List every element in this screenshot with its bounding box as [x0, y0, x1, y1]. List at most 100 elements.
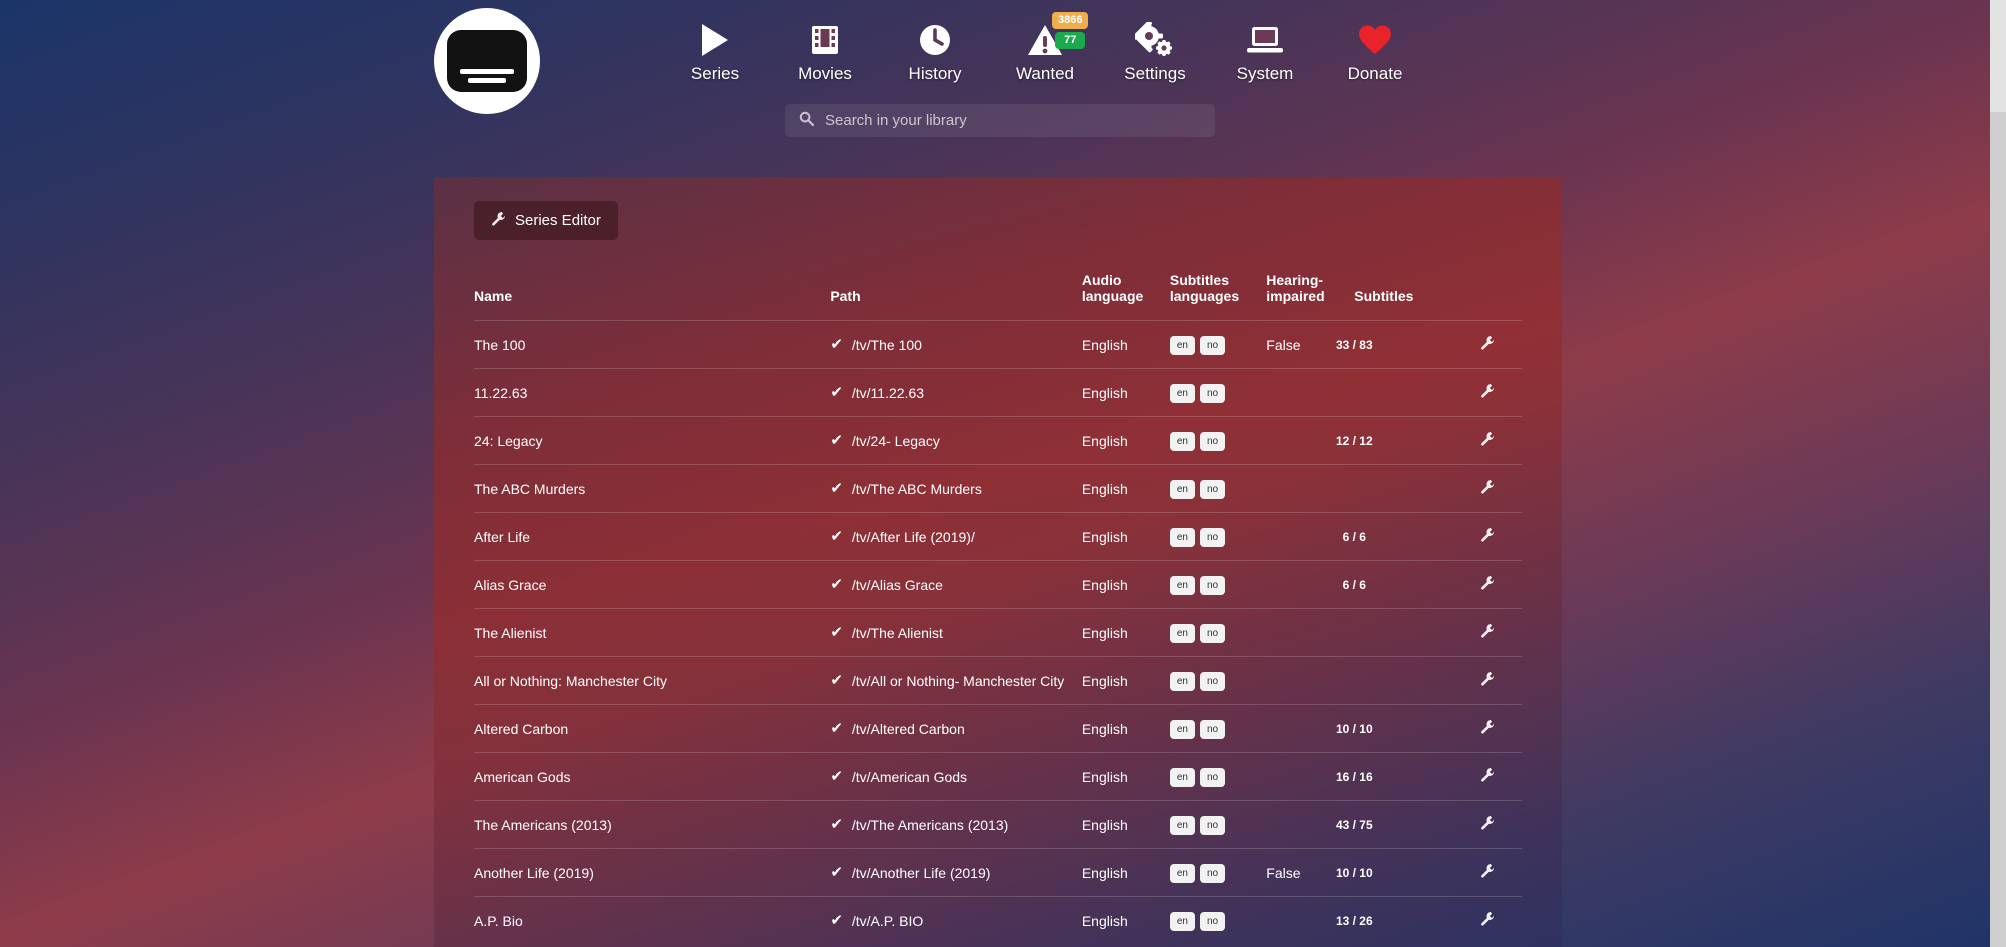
subtitle-language-tag[interactable]: no — [1199, 672, 1226, 691]
wrench-icon — [491, 211, 506, 230]
table-row[interactable]: After Life ✔ /tv/After Life (2019)/ Engl… — [474, 512, 1522, 561]
clock-icon — [880, 16, 990, 64]
subtitle-language-tag[interactable]: no — [1199, 528, 1226, 547]
table-row[interactable]: 11.22.63 ✔ /tv/11.22.63 English en no — [474, 368, 1522, 417]
nav-item-series[interactable]: Series — [660, 16, 770, 84]
table-row[interactable]: 24: Legacy ✔ /tv/24- Legacy English en no… — [474, 416, 1522, 465]
cell-series-name[interactable]: The ABC Murders — [474, 464, 831, 513]
subtitle-language-tag[interactable]: en — [1169, 384, 1195, 403]
wrench-icon[interactable] — [1480, 911, 1495, 930]
wrench-icon[interactable] — [1480, 815, 1495, 834]
subtitle-language-tag[interactable]: no — [1199, 480, 1226, 499]
subtitle-language-tag[interactable]: no — [1199, 624, 1226, 643]
cell-series-name[interactable]: The Alienist — [474, 608, 831, 657]
search-input[interactable] — [825, 112, 1201, 129]
table-row[interactable]: The Americans (2013) ✔ /tv/The Americans… — [474, 800, 1522, 849]
nav-item-donate[interactable]: Donate — [1320, 16, 1430, 84]
table-row[interactable]: All or Nothing: Manchester City ✔ /tv/Al… — [474, 656, 1522, 705]
subtitle-language-tag[interactable]: no — [1199, 720, 1226, 739]
wrench-icon[interactable] — [1480, 767, 1495, 786]
cell-series-name[interactable]: The Americans (2013) — [474, 800, 831, 849]
top-navigation-bar: Series Movies — [0, 0, 2006, 150]
page-scrollbar-track[interactable] — [1990, 0, 2006, 947]
wrench-icon[interactable] — [1480, 671, 1495, 690]
cell-series-name[interactable]: Altered Carbon — [474, 704, 831, 753]
wrench-icon[interactable] — [1480, 335, 1495, 354]
subtitle-language-tag[interactable]: no — [1199, 336, 1226, 355]
cell-subtitles-languages: en no — [1169, 512, 1267, 561]
cell-series-name[interactable]: The 100 — [474, 320, 831, 369]
subtitle-language-tag[interactable]: en — [1169, 912, 1195, 931]
nav-item-history[interactable]: History — [880, 16, 990, 84]
subtitle-language-tag[interactable]: en — [1169, 336, 1195, 355]
warning-icon — [990, 16, 1100, 64]
subtitle-language-tag[interactable]: en — [1169, 480, 1195, 499]
wrench-icon[interactable] — [1480, 575, 1495, 594]
cell-series-name[interactable]: Alias Grace — [474, 560, 831, 609]
subtitle-language-tag[interactable]: en — [1169, 720, 1195, 739]
check-icon: ✔ — [830, 431, 843, 449]
gears-icon — [1100, 16, 1210, 64]
nav-item-movies[interactable]: Movies — [770, 16, 880, 84]
cell-series-name[interactable]: Another Life (2019) — [474, 848, 831, 897]
cell-series-path: ✔ /tv/24- Legacy — [830, 416, 1082, 465]
subtitle-language-tag[interactable]: no — [1199, 432, 1226, 451]
subtitle-language-tag[interactable]: no — [1199, 576, 1226, 595]
subtitle-language-tag[interactable]: no — [1199, 912, 1226, 931]
cell-series-name[interactable]: All or Nothing: Manchester City — [474, 656, 831, 705]
nav-item-settings[interactable]: Settings — [1100, 16, 1210, 84]
check-icon: ✔ — [830, 767, 843, 785]
subtitle-language-tag[interactable]: no — [1199, 864, 1226, 883]
subtitle-language-tag[interactable]: en — [1169, 864, 1195, 883]
cell-audio-language: English — [1081, 704, 1170, 753]
table-row[interactable]: Alias Grace ✔ /tv/Alias Grace English en… — [474, 560, 1522, 609]
search-bar[interactable] — [785, 104, 1215, 137]
subtitle-language-tag[interactable]: no — [1199, 768, 1226, 787]
subtitle-language-tag[interactable]: no — [1199, 384, 1226, 403]
table-row[interactable]: American Gods ✔ /tv/American Gods Englis… — [474, 752, 1522, 801]
cell-row-actions — [1480, 416, 1522, 465]
path-text: /tv/Altered Carbon — [851, 720, 965, 737]
subtitle-language-tag[interactable]: en — [1169, 816, 1195, 835]
subtitle-language-tag[interactable]: en — [1169, 672, 1195, 691]
col-header-name[interactable]: Name — [474, 288, 513, 304]
table-row[interactable]: Another Life (2019) ✔ /tv/Another Life (… — [474, 848, 1522, 897]
nav-item-system[interactable]: System — [1210, 16, 1320, 84]
wrench-icon[interactable] — [1480, 431, 1495, 450]
wrench-icon[interactable] — [1480, 479, 1495, 498]
wrench-icon[interactable] — [1480, 623, 1495, 642]
col-header-hearing-impaired[interactable]: Hearing-impaired — [1266, 272, 1325, 304]
series-table: Name Path Audio language Subtitles langu… — [474, 272, 1522, 944]
table-row[interactable]: The 100 ✔ /tv/The 100 English en no False… — [474, 320, 1522, 369]
subtitle-language-tag[interactable]: en — [1169, 624, 1195, 643]
table-row[interactable]: Altered Carbon ✔ /tv/Altered Carbon Engl… — [474, 704, 1522, 753]
series-editor-button[interactable]: Series Editor — [474, 201, 618, 240]
col-header-path[interactable]: Path — [830, 288, 861, 304]
cell-subtitles-progress — [1354, 368, 1481, 417]
table-row[interactable]: The Alienist ✔ /tv/The Alienist English … — [474, 608, 1522, 657]
page-scrollbar-thumb[interactable] — [1990, 0, 2006, 112]
cell-series-name[interactable]: 24: Legacy — [474, 416, 831, 465]
wrench-icon[interactable] — [1480, 863, 1495, 882]
cell-series-name[interactable]: 11.22.63 — [474, 368, 831, 417]
wrench-icon[interactable] — [1480, 719, 1495, 738]
table-row[interactable]: The ABC Murders ✔ /tv/The ABC Murders En… — [474, 464, 1522, 513]
cell-subtitles-languages: en no — [1169, 464, 1267, 513]
subtitle-language-tag[interactable]: en — [1169, 528, 1195, 547]
cell-series-name[interactable]: After Life — [474, 512, 831, 561]
subtitle-language-tag[interactable]: en — [1169, 768, 1195, 787]
col-header-subtitles-languages[interactable]: Subtitles languages — [1169, 272, 1240, 304]
cell-series-name[interactable]: American Gods — [474, 752, 831, 801]
col-header-audio-language[interactable]: Audio language — [1081, 272, 1144, 304]
cell-audio-language: English — [1081, 320, 1170, 369]
subtitle-language-tag[interactable]: en — [1169, 576, 1195, 595]
cell-series-name[interactable]: A.P. Bio — [474, 896, 831, 944]
col-header-subtitles[interactable]: Subtitles — [1354, 288, 1414, 304]
wrench-icon[interactable] — [1480, 383, 1495, 402]
nav-item-wanted[interactable]: 3866 77 Wanted — [990, 12, 1100, 84]
subtitle-language-tag[interactable]: no — [1199, 816, 1226, 835]
bazarr-logo[interactable] — [434, 8, 540, 114]
subtitle-language-tag[interactable]: en — [1169, 432, 1195, 451]
wrench-icon[interactable] — [1480, 527, 1495, 546]
